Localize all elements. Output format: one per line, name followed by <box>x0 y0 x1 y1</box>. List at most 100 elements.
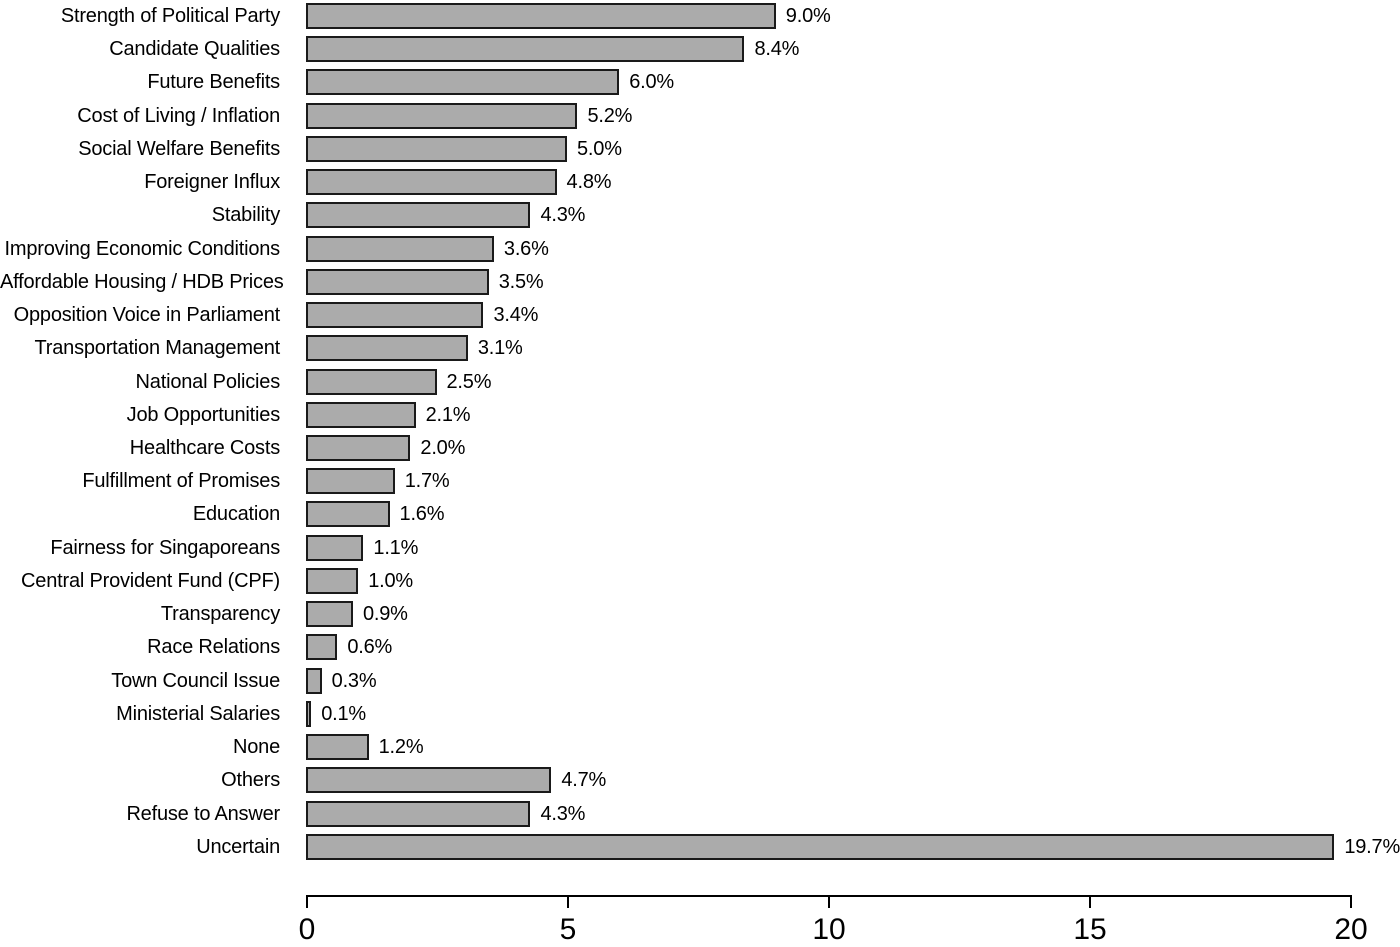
value-label: 2.5% <box>446 370 492 393</box>
category-label: Transparency <box>160 603 280 626</box>
value-label: 4.3% <box>540 204 586 227</box>
category-label: Future Benefits <box>147 71 280 94</box>
bar <box>306 3 776 29</box>
value-label: 9.0% <box>785 5 831 27</box>
x-axis-tick <box>306 895 308 908</box>
bar-row: Foreigner Influx 4.8% <box>0 169 1400 196</box>
category-label: Town Council Issue <box>111 669 280 692</box>
bar-row: None 1.2% <box>0 734 1400 761</box>
x-axis-tick-label: 10 <box>812 913 846 946</box>
x-axis-tick-label: 15 <box>1073 913 1107 946</box>
x-axis-tick <box>567 895 569 908</box>
value-label: 3.4% <box>493 304 539 327</box>
bar <box>306 202 531 229</box>
bar <box>306 368 437 395</box>
value-label: 3.6% <box>503 237 549 260</box>
bar-row: Stability 4.3% <box>0 202 1400 229</box>
bar-row: Affordable Housing / HDB Prices 3.5% <box>0 268 1400 295</box>
bar <box>306 534 364 561</box>
bar <box>306 36 745 63</box>
bar-row: Race Relations 0.6% <box>0 634 1400 661</box>
category-label: National Policies <box>135 370 281 393</box>
bar-row: Cost of Living / Inflation 5.2% <box>0 102 1400 129</box>
bar-row: Strength of Political Party 9.0% <box>0 3 1400 29</box>
value-label: 2.0% <box>420 436 466 459</box>
category-label: Job Opportunities <box>126 403 281 426</box>
category-label: Social Welfare Benefits <box>78 137 280 160</box>
category-label: Transportation Management <box>34 337 280 360</box>
bar <box>306 468 395 495</box>
bar <box>306 734 369 761</box>
value-label: 1.6% <box>399 503 445 526</box>
bar-row: Others 4.7% <box>0 767 1400 794</box>
value-label: 2.1% <box>425 403 471 426</box>
category-label: Stability <box>211 204 280 227</box>
bar-row: Uncertain 19.7% <box>0 833 1400 860</box>
category-label: Ministerial Salaries <box>116 702 280 725</box>
bar-row: Central Provident Fund (CPF) 1.0% <box>0 567 1400 594</box>
value-label: 3.5% <box>498 270 544 293</box>
bar <box>306 69 620 96</box>
bar <box>306 833 1335 860</box>
bar-row: Social Welfare Benefits 5.0% <box>0 135 1400 162</box>
category-label: Strength of Political Party <box>60 5 280 27</box>
value-label: 4.3% <box>540 802 586 825</box>
category-label: Education <box>192 503 280 526</box>
category-label: Foreigner Influx <box>144 171 280 194</box>
value-label: 5.0% <box>577 137 622 160</box>
bar-row: Fulfillment of Promises 1.7% <box>0 468 1400 495</box>
bar-row: Transparency 0.9% <box>0 601 1400 628</box>
category-label: Opposition Voice in Parliament <box>13 304 281 327</box>
category-label: None <box>232 736 280 759</box>
category-label: Improving Economic Conditions <box>4 237 281 260</box>
value-label: 0.9% <box>362 603 408 626</box>
bar <box>306 102 578 129</box>
bar <box>306 601 353 628</box>
value-label: 19.7% <box>1344 835 1400 858</box>
value-label: 8.4% <box>754 38 800 61</box>
value-label: 0.3% <box>331 669 377 692</box>
bar-row: Fairness for Singaporeans 1.1% <box>0 534 1400 561</box>
x-axis-tick <box>828 895 830 908</box>
category-label: Others <box>221 769 280 792</box>
category-label: Refuse to Answer <box>126 802 280 825</box>
category-label: Race Relations <box>147 636 280 659</box>
bar-row: Improving Economic Conditions 3.6% <box>0 235 1400 262</box>
bar <box>306 501 390 528</box>
bar <box>306 667 322 694</box>
bar-row: Ministerial Salaries 0.1% <box>0 700 1400 727</box>
x-axis-tick-label: 5 <box>559 913 577 946</box>
bar <box>306 800 531 827</box>
x-axis-tick-label: 20 <box>1334 913 1368 946</box>
value-label: 1.7% <box>404 470 450 493</box>
bar <box>306 335 468 362</box>
category-label: Uncertain <box>196 835 280 858</box>
bar <box>306 268 489 295</box>
bar <box>306 135 567 162</box>
value-label: 0.1% <box>321 702 367 725</box>
bar <box>306 567 359 594</box>
category-label: Central Provident Fund (CPF) <box>21 569 280 592</box>
bar <box>306 700 312 727</box>
bar-row: Candidate Qualities 8.4% <box>0 36 1400 63</box>
x-axis-tick <box>1350 895 1352 908</box>
category-label: Healthcare Costs <box>129 436 280 459</box>
value-label: 0.6% <box>347 636 393 659</box>
bar-row: Education 1.6% <box>0 501 1400 528</box>
bar <box>306 169 557 196</box>
value-label: 1.1% <box>373 536 419 559</box>
x-axis-tick-label: 0 <box>298 913 316 946</box>
value-label: 5.2% <box>587 104 633 127</box>
bar <box>306 634 338 661</box>
bar <box>306 401 416 428</box>
category-label: Cost of Living / Inflation <box>77 104 280 127</box>
value-label: 1.0% <box>368 569 413 592</box>
bar-row: Job Opportunities 2.1% <box>0 401 1400 428</box>
value-label: 4.8% <box>566 171 612 194</box>
category-label: Candidate Qualities <box>109 38 280 61</box>
bar <box>306 235 494 262</box>
bar-row: Transportation Management 3.1% <box>0 335 1400 362</box>
bar-row: National Policies 2.5% <box>0 368 1400 395</box>
value-label: 6.0% <box>629 71 674 94</box>
